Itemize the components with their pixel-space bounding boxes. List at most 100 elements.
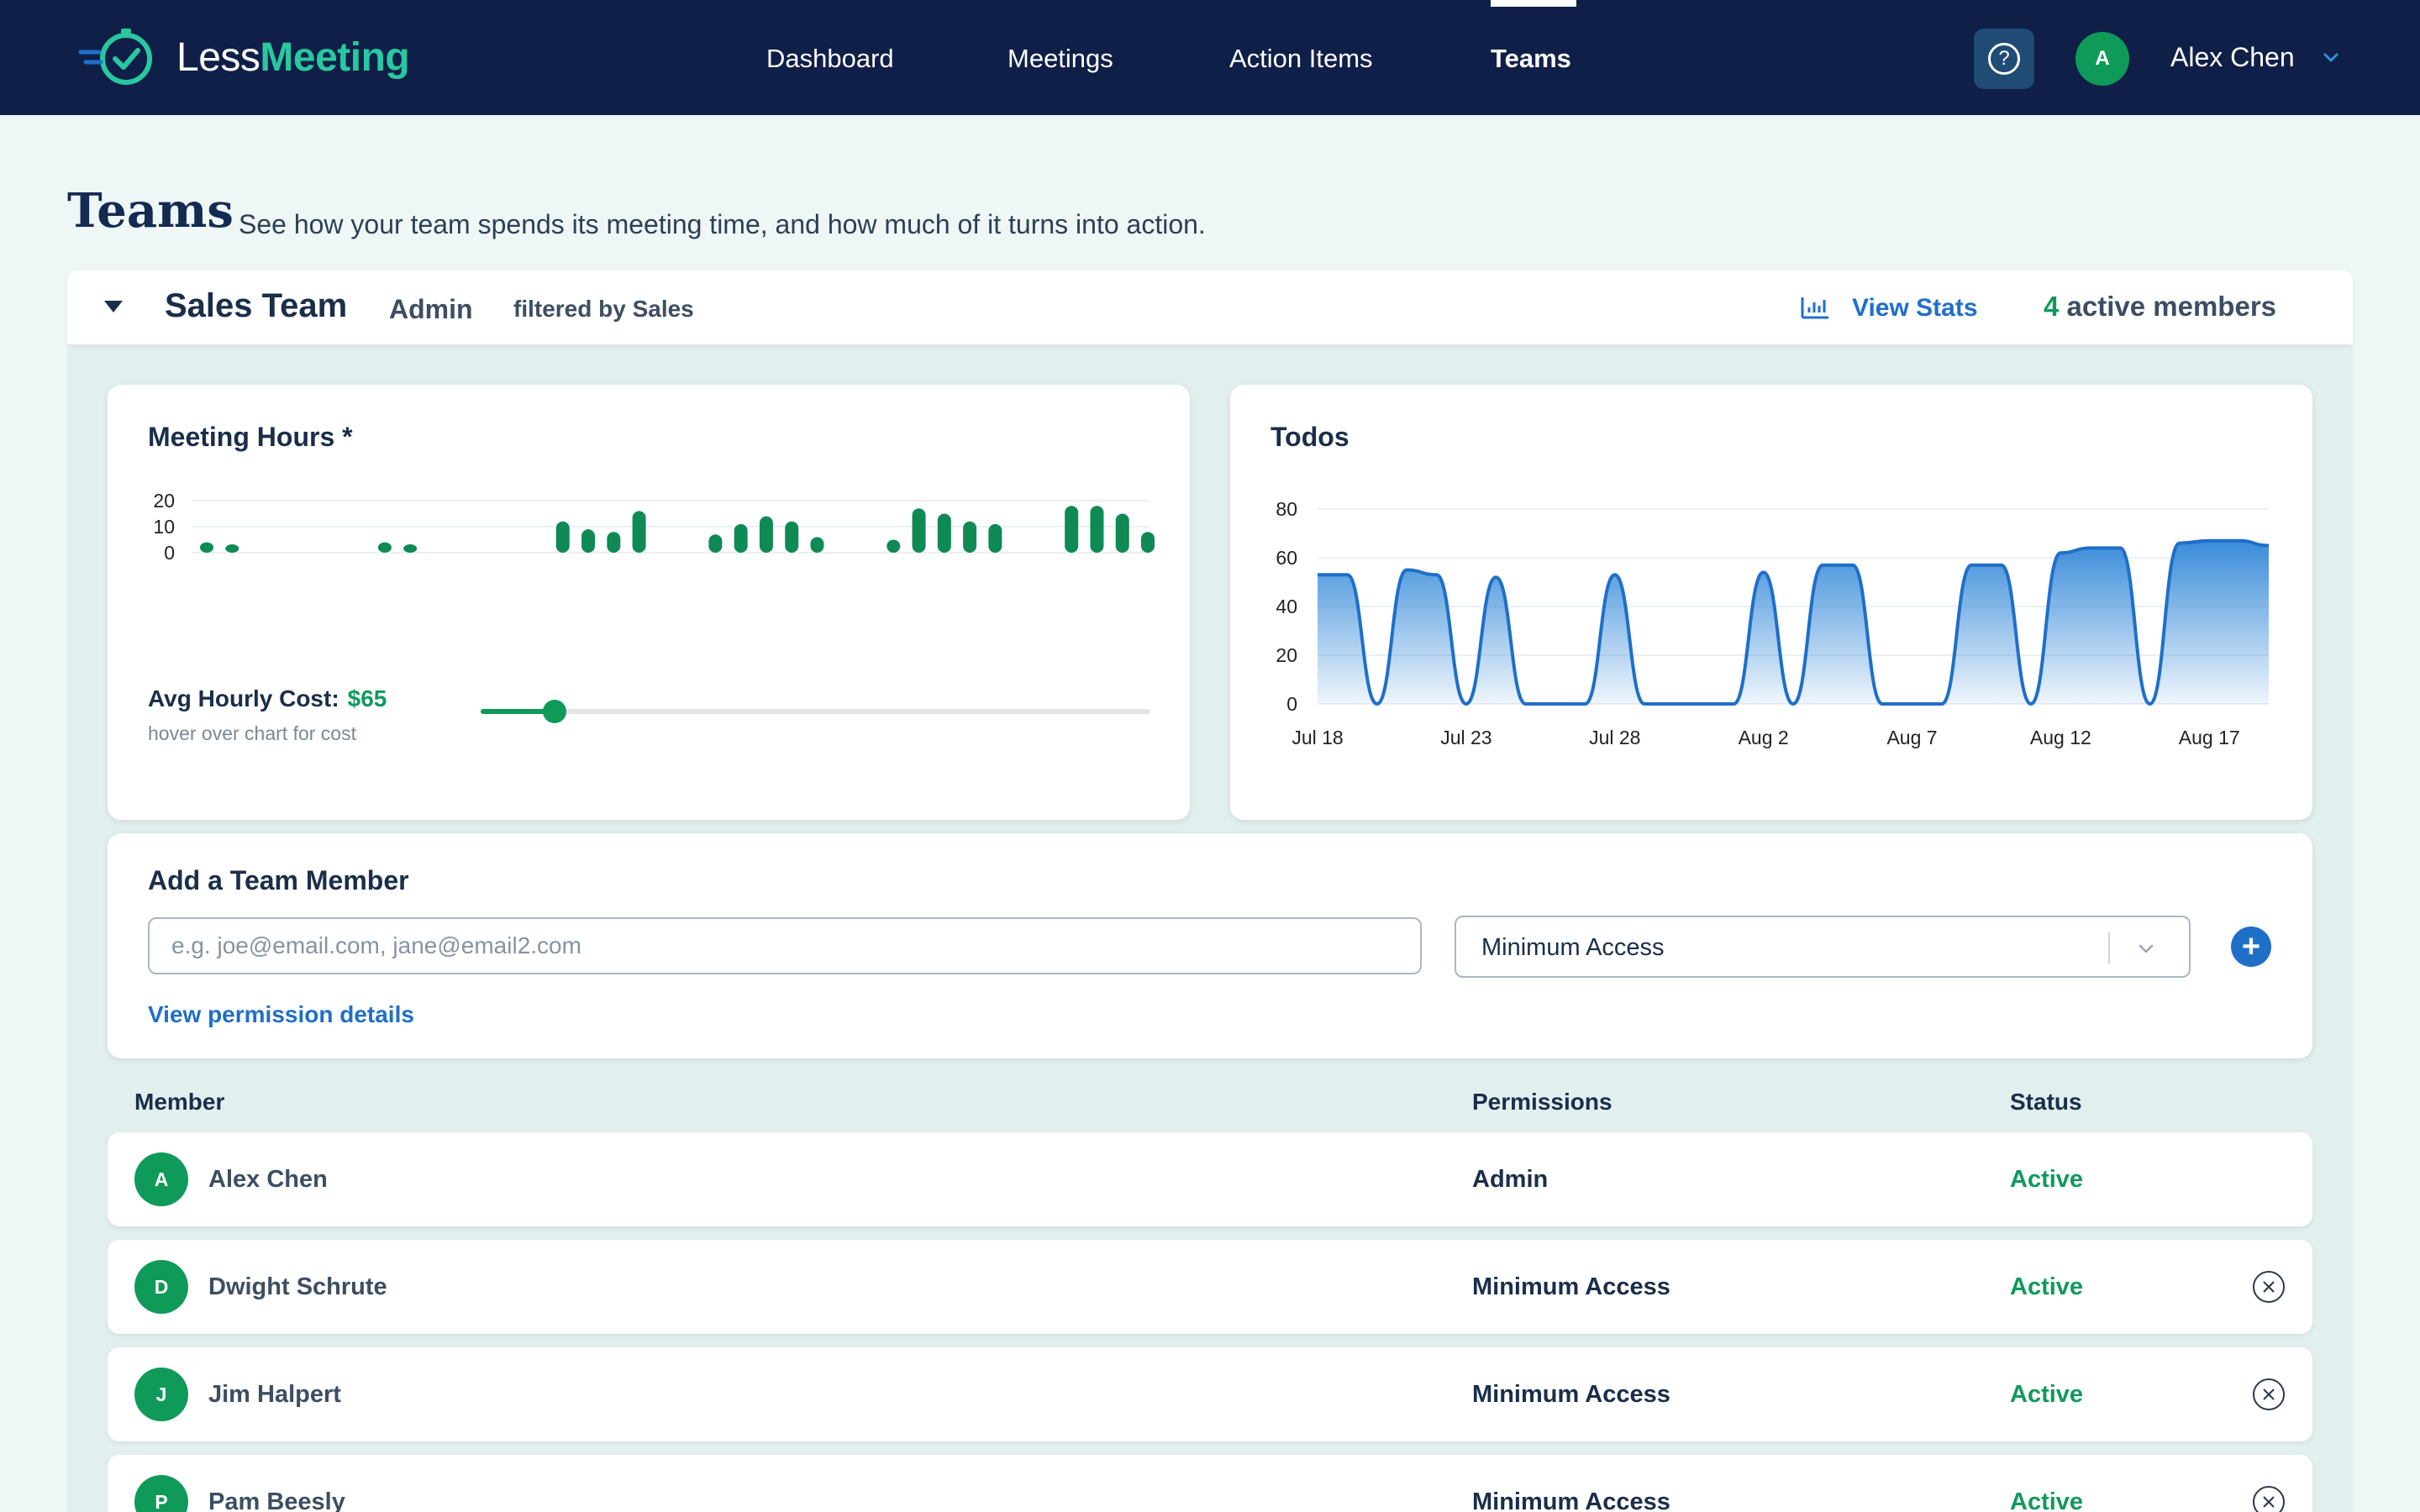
member-name: Jim Halpert	[208, 1381, 341, 1408]
meeting-hours-bar	[912, 508, 926, 553]
add-member-button[interactable]: +	[2231, 927, 2271, 967]
team-header: Sales Team Admin filtered by Sales View …	[67, 270, 2353, 344]
meeting-hours-bar	[937, 513, 951, 553]
team-name: Sales Team	[165, 287, 348, 324]
meeting-hours-bar	[225, 544, 239, 553]
user-avatar[interactable]: A	[2075, 32, 2129, 86]
meeting-hours-bar	[886, 539, 901, 553]
column-header-status: Status	[2010, 1089, 2082, 1115]
brand-logo[interactable]: LessMeeting	[77, 24, 410, 91]
chevron-down-icon[interactable]	[2133, 936, 2159, 961]
member-email-input[interactable]	[148, 917, 1422, 974]
help-button[interactable]: ?	[1974, 29, 2034, 89]
member-permission: Minimum Access	[1472, 1273, 1670, 1300]
meeting-hours-title: Meeting Hours *	[148, 422, 353, 452]
chart-hint: hover over chart for cost	[148, 722, 356, 744]
todos-card: Todos 80 60 40 20 0 Jul 18 Jul 23 Jul 28 Aug 2 A…	[1230, 385, 2312, 820]
team-filter: filtered by Sales	[513, 296, 694, 322]
member-name: Pam Beesly	[208, 1488, 345, 1512]
slider-thumb[interactable]	[542, 700, 566, 723]
x-tick-label: Jul 28	[1589, 727, 1640, 748]
bar-chart-icon[interactable]	[1800, 294, 1830, 321]
user-name[interactable]: Alex Chen	[2170, 42, 2295, 72]
y-tick-label: 0	[1286, 693, 1297, 715]
meeting-hours-bar	[810, 537, 824, 553]
nav-teams[interactable]: Teams	[1491, 44, 1571, 73]
meeting-hours-card: Meeting Hours * 20 10 0 Avg Hourly Cost: $6…	[108, 385, 1190, 820]
add-member-title: Add a Team Member	[148, 865, 409, 895]
page-title: Teams	[67, 183, 234, 239]
x-tick-label: Aug 17	[2179, 727, 2240, 748]
view-permission-details-link[interactable]: View permission details	[148, 1001, 414, 1027]
member-avatar: J	[134, 1368, 188, 1421]
meeting-hours-bar	[607, 532, 621, 553]
member-avatar: D	[134, 1260, 188, 1314]
x-tick-label: Aug 2	[1739, 727, 1789, 748]
brand-name: LessMeeting	[176, 34, 410, 81]
table-row[interactable]: J Jim Halpert Minimum Access Active	[108, 1347, 2312, 1441]
meeting-hours-bar	[1065, 506, 1079, 553]
active-nav-indicator	[1491, 0, 1576, 7]
member-status: Active	[2010, 1488, 2084, 1512]
remove-member-icon[interactable]	[2252, 1378, 2286, 1411]
member-permission: Minimum Access	[1472, 1381, 1670, 1408]
access-level-value: Minimum Access	[1481, 934, 1665, 961]
todos-line	[1317, 538, 2270, 706]
member-status: Active	[2010, 1381, 2084, 1408]
member-avatar: P	[134, 1475, 188, 1512]
y-tick-label: 40	[1276, 596, 1297, 617]
column-header-permissions: Permissions	[1472, 1089, 1612, 1115]
y-tick-label: 10	[153, 516, 175, 538]
todos-title: Todos	[1270, 422, 1349, 452]
table-row[interactable]: A Alex Chen Admin Active	[108, 1132, 2312, 1226]
meeting-hours-bar	[734, 523, 748, 553]
nav-dashboard[interactable]: Dashboard	[766, 44, 894, 73]
y-tick-label: 0	[164, 542, 175, 564]
member-name: Dwight Schrute	[208, 1273, 387, 1300]
member-name: Alex Chen	[208, 1166, 328, 1193]
meeting-hours-bar	[988, 523, 1002, 553]
member-permission: Admin	[1472, 1166, 1549, 1193]
table-row[interactable]: D Dwight Schrute Minimum Access Active	[108, 1240, 2312, 1334]
slider-fill	[481, 709, 555, 714]
page-subtitle: See how your team spends its meeting tim…	[239, 209, 1206, 239]
brand-name-less: Less	[176, 34, 260, 80]
meeting-hours-bar	[1115, 513, 1129, 553]
x-tick-label: Aug 7	[1886, 727, 1937, 748]
access-level-select[interactable]: Minimum Access	[1455, 916, 2191, 978]
hourly-cost-slider[interactable]	[481, 700, 1150, 723]
x-tick-label: Aug 12	[2030, 727, 2091, 748]
nav-action-items[interactable]: Action Items	[1229, 44, 1373, 73]
y-tick-label: 60	[1276, 547, 1297, 569]
view-stats-link[interactable]: View Stats	[1852, 294, 1978, 322]
y-tick-label: 20	[1276, 644, 1297, 666]
meeting-hours-bar	[1090, 506, 1104, 553]
table-row[interactable]: P Pam Beesly Minimum Access Active	[108, 1455, 2312, 1512]
avg-cost-label: Avg Hourly Cost:	[148, 685, 339, 711]
member-status: Active	[2010, 1273, 2084, 1300]
add-member-card: Add a Team Member Minimum Access + View …	[108, 833, 2312, 1058]
meeting-hours-bar	[403, 544, 418, 553]
clock-check-icon	[78, 29, 152, 85]
meeting-hours-bar	[632, 511, 646, 553]
meeting-hours-bar	[1141, 532, 1155, 553]
top-navbar: LessMeeting Dashboard Meetings Action It…	[0, 0, 2420, 115]
meeting-hours-chart[interactable]: 20 10 0	[108, 477, 1190, 603]
nav-meetings[interactable]: Meetings	[1007, 44, 1113, 73]
collapse-caret-icon[interactable]	[104, 301, 123, 312]
chevron-down-icon[interactable]	[2319, 45, 2343, 69]
todos-chart[interactable]: 80 60 40 20 0 Jul 18 Jul 23 Jul 28 Aug 2 Aug 7 Au…	[1230, 477, 2312, 788]
active-members-number: 4	[2044, 291, 2060, 322]
member-avatar: A	[134, 1152, 188, 1206]
meeting-hours-bar	[708, 534, 723, 553]
avg-hourly-cost: Avg Hourly Cost: $65	[148, 685, 387, 712]
question-icon: ?	[1988, 43, 2020, 75]
x-tick-label: Jul 18	[1292, 727, 1343, 748]
select-divider	[2108, 932, 2110, 964]
member-permission: Minimum Access	[1472, 1488, 1670, 1512]
meeting-hours-bar	[759, 516, 773, 553]
remove-member-icon[interactable]	[2252, 1485, 2286, 1512]
remove-member-icon[interactable]	[2252, 1270, 2286, 1304]
avg-cost-value: $65	[347, 685, 387, 711]
active-members-count: 4 active members	[2044, 291, 2276, 323]
